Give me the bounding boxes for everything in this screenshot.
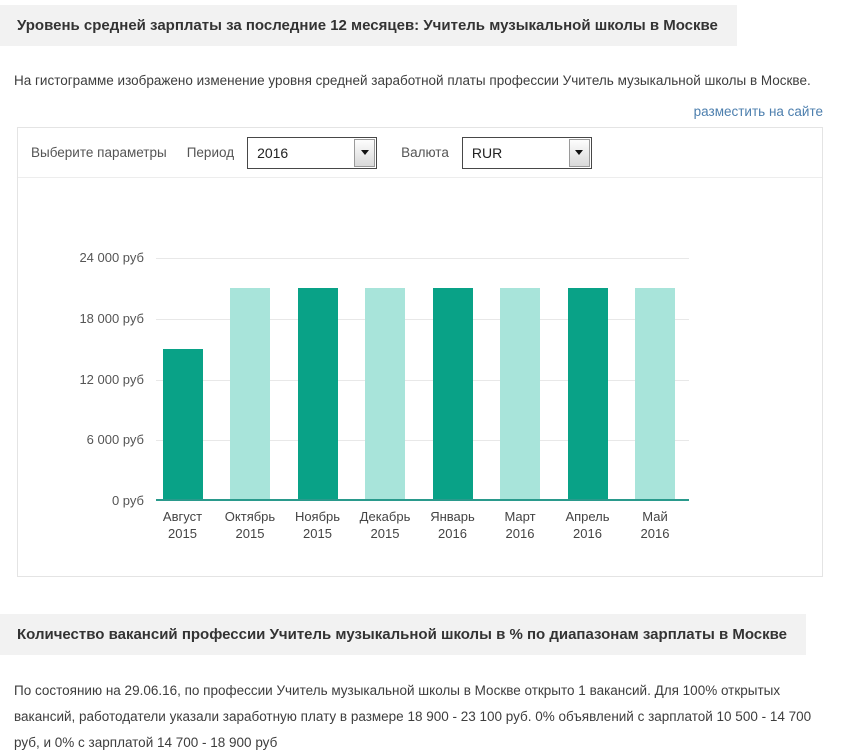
y-axis-tick-label: 6 000 руб <box>86 432 144 448</box>
chart-bar-ноябрь[interactable] <box>297 288 338 501</box>
x-axis-year-label: 2015 <box>235 526 265 541</box>
page-title: Уровень средней зарплаты за последние 12… <box>0 5 737 46</box>
x-axis-tick-label: Октябрь 2015 <box>204 508 296 542</box>
filter-bar: Выберите параметры Период 2016 Валюта RU… <box>18 128 822 178</box>
chart-bar-август[interactable] <box>162 349 203 501</box>
period-select[interactable]: 2016 <box>247 136 378 169</box>
period-select-value: 2016 <box>257 144 289 161</box>
x-axis-month-label: Декабрь <box>359 509 411 524</box>
chart-bar-апрель[interactable] <box>567 288 608 501</box>
x-axis-year-label: 2015 <box>303 526 332 541</box>
gridline <box>156 440 689 442</box>
chart-bar-январь[interactable] <box>432 288 473 501</box>
x-axis-year-label: 2015 <box>370 526 400 541</box>
currency-select-value: RUR <box>471 144 503 161</box>
embed-row: разместить на сайте <box>0 103 823 121</box>
plot-area: Август 2015 Октябрь 2015 Ноябрь 2015 Декабрь 20… <box>156 178 689 541</box>
dropdown-arrow-icon <box>360 150 369 155</box>
x-axis-year-label: 2016 <box>438 526 467 541</box>
chevron-down-icon[interactable] <box>568 138 590 167</box>
gridline <box>156 318 689 320</box>
x-axis-tick-label: Ноябрь 2015 <box>272 508 364 542</box>
vacancies-text: По состоянию на 29.06.16, по профессии У… <box>14 683 812 750</box>
chart-panel: Выберите параметры Период 2016 Валюта RU… <box>17 127 823 577</box>
x-axis-line <box>156 499 689 501</box>
x-axis-tick-label: Апрель 2016 <box>542 508 634 542</box>
y-axis-tick-label: 12 000 руб <box>79 371 144 387</box>
x-axis-month-label: Март <box>504 509 536 524</box>
x-axis-month-label: Апрель <box>565 509 610 524</box>
currency-label: Валюта <box>401 145 449 160</box>
chevron-down-icon[interactable] <box>354 138 376 167</box>
gridline <box>156 258 689 259</box>
chart-description: На гистограмме изображено изменение уров… <box>14 73 811 88</box>
x-axis-month-label: Май <box>642 509 668 524</box>
embed-link[interactable]: разместить на сайте <box>693 104 823 119</box>
y-axis-tick-label: 24 000 руб <box>79 250 144 265</box>
chart-bar-октябрь[interactable] <box>230 288 270 501</box>
currency-select[interactable]: RUR <box>461 136 592 169</box>
dropdown-arrow-icon <box>575 150 584 155</box>
vacancies-title: Количество вакансий профессии Учитель му… <box>0 614 807 655</box>
period-label: Период <box>186 145 235 160</box>
x-axis-month-label: Ноябрь <box>294 509 341 524</box>
x-axis-year-label: 2016 <box>573 526 602 541</box>
x-axis-tick-label: Май 2016 <box>609 508 701 542</box>
x-axis-tick-label: Январь 2016 <box>407 508 499 542</box>
x-axis-year-label: 2016 <box>640 526 670 541</box>
salary-bar-chart: Август 2015 Октябрь 2015 Ноябрь 2015 Декабрь 20… <box>18 178 822 576</box>
x-axis-month-label: Август <box>162 509 203 524</box>
chart-bar-май[interactable] <box>635 288 675 501</box>
x-axis-tick-label: Декабрь 2015 <box>339 508 431 542</box>
y-axis-tick-label: 18 000 руб <box>79 310 144 326</box>
filters-label: Выберите параметры <box>31 145 167 160</box>
gridline <box>156 379 689 381</box>
chart-bar-декабрь[interactable] <box>365 288 405 501</box>
x-axis-year-label: 2015 <box>168 526 197 541</box>
y-axis-tick-label: 0 руб <box>111 493 144 508</box>
x-axis-tick-label: Март 2016 <box>474 508 566 542</box>
x-axis-month-label: Октябрь <box>224 509 276 524</box>
x-axis-month-label: Январь <box>430 509 475 524</box>
chart-bar-март[interactable] <box>500 288 540 501</box>
x-axis-tick-label: Август 2015 <box>137 508 229 542</box>
x-axis-year-label: 2016 <box>505 526 535 541</box>
